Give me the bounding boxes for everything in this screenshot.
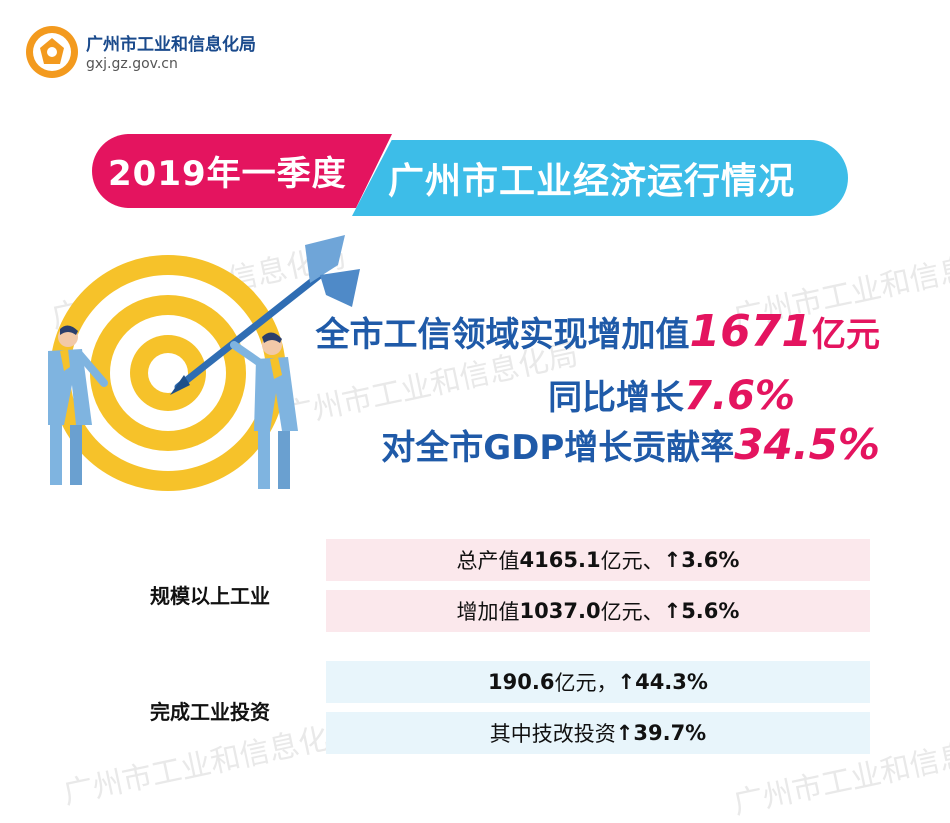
row-value: 1037.0 (519, 599, 601, 623)
row-growth: ↑3.6% (663, 548, 740, 572)
row-text: 总产值 (456, 549, 520, 573)
section-label-industry: 规模以上工业 (150, 584, 270, 608)
row-text: 亿元、 (600, 600, 664, 624)
banner-period: 2019年一季度 (108, 154, 347, 194)
table-row: 增加值 1037.0 亿元、 ↑5.6% (326, 590, 870, 632)
org-url: gxj.gz.gov.cn (86, 56, 178, 72)
org-logo-icon (26, 26, 78, 78)
headline-growth-label: 同比增长 (548, 378, 685, 418)
table-row: 总产值 4165.1 亿元、 ↑3.6% (326, 539, 870, 581)
headline-value-added-label: 全市工信领域实现增加值 (315, 315, 690, 355)
row-growth: ↑44.3% (617, 670, 708, 694)
headline-value-added-number: 1671 (689, 306, 812, 357)
headline-value-added: 全市工信领域实现增加值1671亿元 (316, 306, 880, 357)
banner-title-bg (352, 140, 848, 216)
row-text: 亿元， (554, 671, 618, 695)
section-label-investment: 完成工业投资 (150, 700, 270, 724)
row-value: 190.6 (488, 670, 555, 694)
headline-growth-number: 7.6% (684, 373, 795, 419)
row-text: 增加值 (456, 600, 520, 624)
row-text: 其中技改投资 (489, 722, 616, 746)
banner-title: 广州市工业经济运行情况 (388, 161, 796, 202)
row-growth: ↑5.6% (663, 599, 740, 623)
row-text: 亿元、 (600, 549, 664, 573)
banner-period-bg (92, 134, 392, 208)
headline-gdp-contribution: 对全市GDP增长贡献率34.5% (381, 420, 880, 469)
headline-gdp-contribution-label: 对全市GDP增长贡献率 (381, 428, 735, 468)
table-row: 其中技改投资 ↑39.7% (326, 712, 870, 754)
headline-growth: 同比增长7.6% (548, 370, 795, 419)
headline-gdp-contribution-number: 34.5% (734, 420, 880, 469)
org-name: 广州市工业和信息化局 (86, 35, 256, 55)
target-dart-illustration-icon (48, 235, 360, 491)
table-row: 190.6 亿元， ↑44.3% (326, 661, 870, 703)
row-value: 4165.1 (519, 548, 601, 572)
row-growth: ↑39.7% (615, 721, 707, 745)
headline-value-added-unit: 亿元 (812, 315, 880, 355)
